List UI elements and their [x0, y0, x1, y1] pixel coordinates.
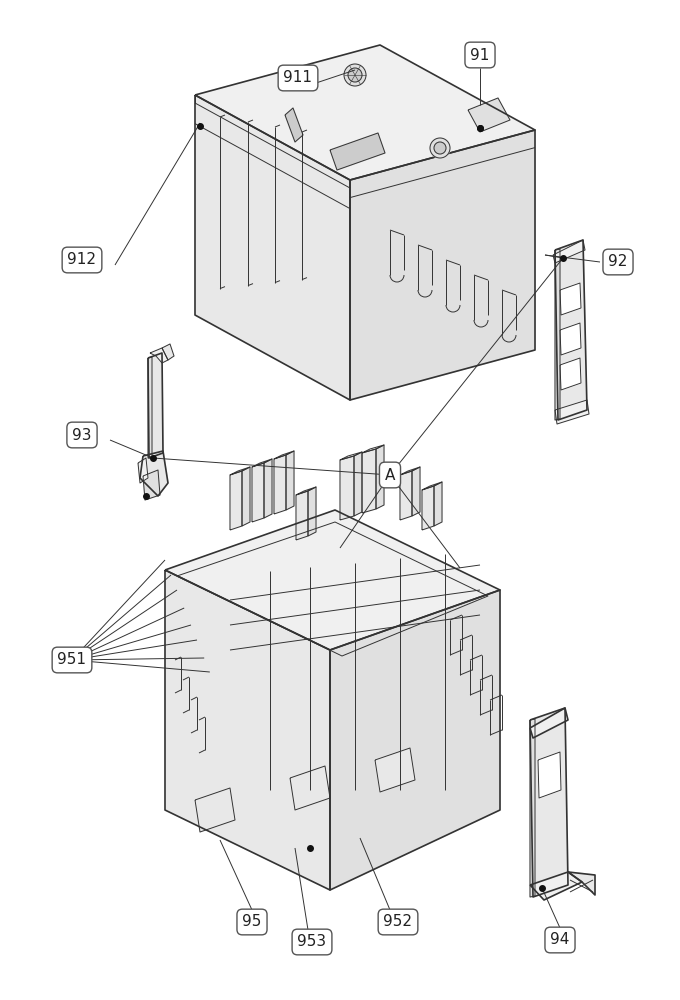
Polygon shape: [308, 487, 316, 536]
Polygon shape: [555, 240, 587, 420]
Polygon shape: [468, 98, 510, 132]
Polygon shape: [560, 358, 581, 390]
Text: 91: 91: [471, 47, 490, 62]
Polygon shape: [274, 451, 294, 459]
Polygon shape: [195, 788, 235, 832]
Polygon shape: [296, 487, 316, 495]
Polygon shape: [553, 240, 585, 263]
Circle shape: [344, 64, 366, 86]
Polygon shape: [242, 467, 250, 526]
Text: A: A: [385, 468, 395, 483]
Polygon shape: [274, 455, 286, 514]
Polygon shape: [140, 451, 168, 496]
Polygon shape: [530, 708, 568, 897]
Polygon shape: [555, 249, 560, 420]
Polygon shape: [195, 45, 535, 180]
Polygon shape: [252, 459, 272, 467]
Text: 951: 951: [58, 652, 86, 668]
Circle shape: [430, 138, 450, 158]
Polygon shape: [165, 570, 330, 890]
Polygon shape: [538, 752, 561, 798]
Polygon shape: [290, 766, 330, 810]
Polygon shape: [165, 510, 500, 650]
Polygon shape: [400, 467, 420, 475]
Circle shape: [434, 142, 446, 154]
Polygon shape: [400, 471, 412, 520]
Polygon shape: [376, 445, 384, 509]
Polygon shape: [560, 283, 581, 315]
Circle shape: [348, 68, 362, 82]
Polygon shape: [143, 470, 160, 500]
Polygon shape: [330, 133, 385, 170]
Text: 952: 952: [384, 914, 413, 930]
Polygon shape: [530, 708, 568, 738]
Polygon shape: [286, 451, 294, 510]
Polygon shape: [195, 95, 350, 400]
Text: 92: 92: [609, 254, 628, 269]
Polygon shape: [230, 467, 250, 475]
Text: 95: 95: [242, 914, 262, 930]
Polygon shape: [530, 872, 582, 900]
Polygon shape: [162, 344, 174, 360]
Polygon shape: [362, 445, 384, 453]
Polygon shape: [148, 357, 152, 458]
Polygon shape: [296, 491, 308, 540]
Text: 93: 93: [72, 428, 92, 442]
Polygon shape: [354, 452, 362, 516]
Polygon shape: [362, 449, 376, 513]
Polygon shape: [330, 590, 500, 890]
Polygon shape: [350, 130, 535, 400]
Polygon shape: [150, 348, 168, 363]
Text: 94: 94: [550, 932, 570, 948]
Polygon shape: [434, 482, 442, 526]
Polygon shape: [285, 108, 303, 142]
Polygon shape: [138, 458, 148, 483]
Polygon shape: [555, 400, 589, 424]
Polygon shape: [148, 353, 163, 458]
Polygon shape: [264, 459, 272, 518]
Polygon shape: [560, 323, 581, 355]
Polygon shape: [252, 463, 264, 522]
Polygon shape: [530, 719, 535, 897]
Polygon shape: [422, 486, 434, 530]
Text: 953: 953: [297, 934, 326, 950]
Text: 912: 912: [67, 252, 97, 267]
Text: 911: 911: [284, 70, 313, 86]
Polygon shape: [340, 456, 354, 520]
Polygon shape: [568, 872, 595, 895]
Polygon shape: [412, 467, 420, 516]
Polygon shape: [375, 748, 415, 792]
Polygon shape: [230, 471, 242, 530]
Polygon shape: [340, 452, 362, 460]
Polygon shape: [422, 482, 442, 490]
